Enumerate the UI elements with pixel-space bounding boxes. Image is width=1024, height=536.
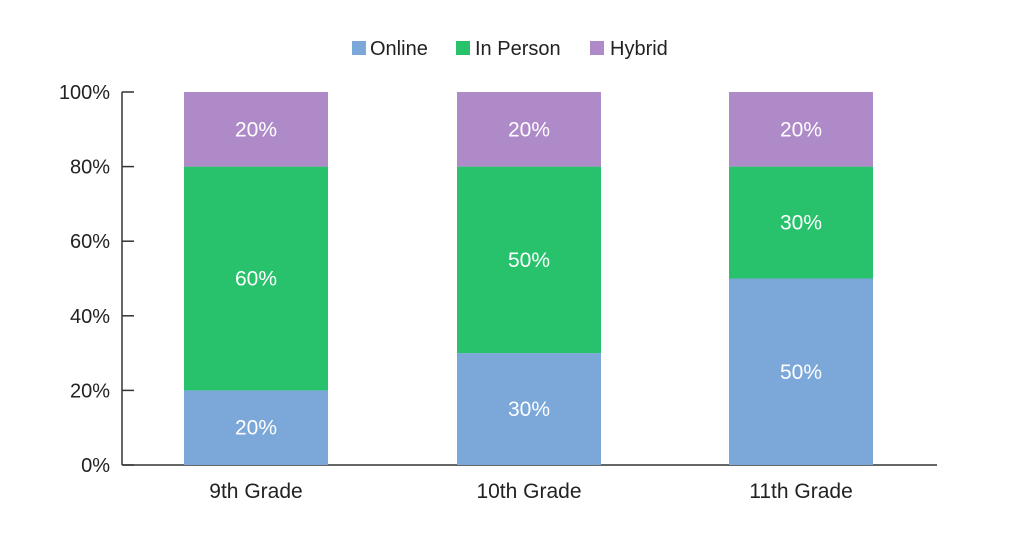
legend-label: Hybrid xyxy=(610,38,668,60)
legend-item-hybrid[interactable]: Hybrid xyxy=(590,38,668,60)
data-label: 50% xyxy=(780,361,822,384)
legend: Online In Person Hybrid xyxy=(352,38,668,60)
legend-label: Online xyxy=(370,38,428,60)
y-tick-label: 40% xyxy=(70,306,110,328)
legend-swatch xyxy=(352,41,366,55)
data-label: 20% xyxy=(235,118,277,141)
y-tick-label: 20% xyxy=(70,380,110,402)
legend-item-in-person[interactable]: In Person xyxy=(456,38,561,60)
bar-segment-hybrid[interactable] xyxy=(729,92,873,167)
bar-segment-in-person[interactable] xyxy=(184,166,328,391)
data-label: 30% xyxy=(780,212,822,235)
data-label: 20% xyxy=(235,417,277,440)
y-tick-label: 60% xyxy=(70,231,110,253)
bar-segment-in-person[interactable] xyxy=(457,166,601,354)
y-tick-label: 0% xyxy=(81,455,110,477)
legend-swatch xyxy=(456,41,470,55)
bar-segment-in-person[interactable] xyxy=(729,166,873,279)
bar-segment-online[interactable] xyxy=(729,278,873,466)
legend-item-online[interactable]: Online xyxy=(352,38,428,60)
data-label: 20% xyxy=(780,118,822,141)
x-category-label: 10th Grade xyxy=(476,480,581,503)
data-label: 20% xyxy=(508,118,550,141)
bar-segment-hybrid[interactable] xyxy=(457,92,601,167)
data-label: 50% xyxy=(508,249,550,272)
data-label: 30% xyxy=(508,398,550,421)
bar-segment-hybrid[interactable] xyxy=(184,92,328,167)
x-category-label: 9th Grade xyxy=(209,480,302,503)
x-category-label: 11th Grade xyxy=(749,480,853,503)
legend-swatch xyxy=(590,41,604,55)
data-label: 60% xyxy=(235,268,277,291)
bar-segment-online[interactable] xyxy=(457,353,601,465)
legend-label: In Person xyxy=(475,38,561,60)
y-tick-label: 80% xyxy=(70,157,110,179)
y-tick-label: 100% xyxy=(59,82,110,104)
bar-segment-online[interactable] xyxy=(184,390,328,465)
